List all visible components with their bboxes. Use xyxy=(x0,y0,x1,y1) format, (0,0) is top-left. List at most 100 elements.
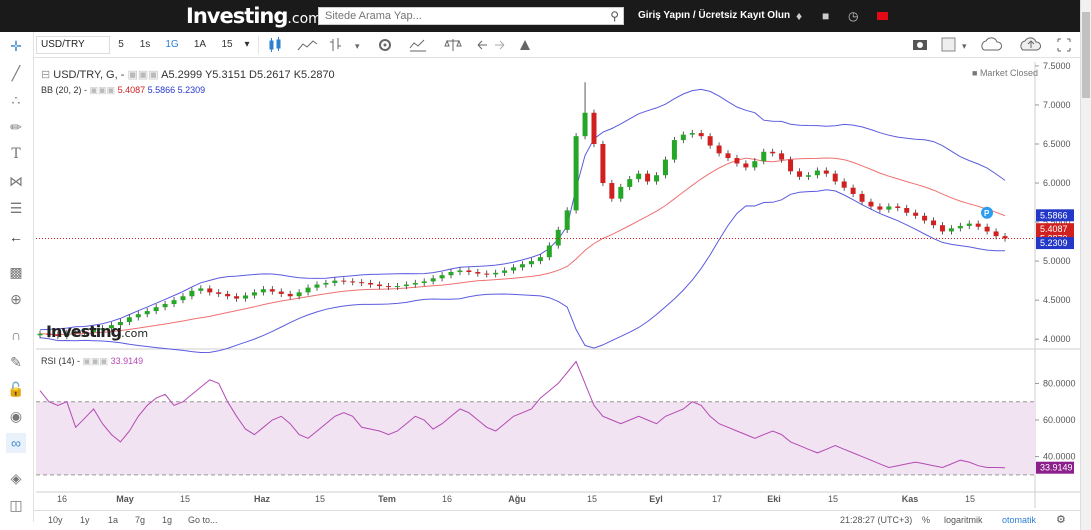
price-chart[interactable]: 7.5000 7.0000 6.5000 6.0000 5.5000 5.0000 4.50… xyxy=(0,0,1080,510)
goto-button[interactable]: Go to... xyxy=(188,515,218,525)
pivot-marker-icon xyxy=(981,206,993,219)
cloud-load-icon[interactable] xyxy=(981,37,1002,51)
bars-icon[interactable] xyxy=(330,38,341,51)
interval-15[interactable]: 15 xyxy=(221,39,233,50)
login-register-link[interactable]: Giriş Yapın / Ücretsiz Kayıt Olun xyxy=(638,10,791,21)
log-toggle[interactable]: logaritmik xyxy=(944,515,983,525)
candle-up xyxy=(135,314,141,318)
search-input[interactable] xyxy=(319,8,589,24)
range-7g[interactable]: 7g xyxy=(135,515,146,525)
search-icon[interactable]: ⚲ xyxy=(610,9,619,23)
chart-type-dropdown-icon[interactable]: ▾ xyxy=(355,41,360,51)
candle-down xyxy=(877,206,883,210)
candle-up xyxy=(180,296,186,301)
cloud-save-icon[interactable] xyxy=(1020,37,1041,51)
candle-up xyxy=(546,245,552,258)
text-tool-icon[interactable]: T xyxy=(11,146,21,162)
candle-down xyxy=(207,288,213,293)
candle-down xyxy=(225,293,231,297)
fibonacci-icon[interactable]: ☰ xyxy=(9,200,23,216)
turkey-flag-icon[interactable] xyxy=(877,12,888,20)
layers-icon[interactable]: ◈ xyxy=(10,470,22,486)
layout-icon[interactable]: ▾ xyxy=(941,37,967,52)
crosshair-icon[interactable]: ✛ xyxy=(10,38,22,54)
measure-icon[interactable]: ▩ xyxy=(9,264,23,280)
indicators-icon[interactable] xyxy=(409,39,426,52)
candle-down xyxy=(1002,236,1008,239)
portfolio-icon[interactable]: ■ xyxy=(822,9,830,23)
candle-up xyxy=(332,280,338,283)
time-axis-label: 16 xyxy=(442,494,452,504)
eye-icon[interactable]: ◉ xyxy=(9,408,23,424)
candle-up xyxy=(654,175,660,182)
trash-icon[interactable]: ◫ xyxy=(9,497,23,513)
candle-up xyxy=(618,186,624,199)
time-axis-label: Haz xyxy=(254,494,271,504)
time-axis-label: 15 xyxy=(965,494,975,504)
bb-legend-buttons-icon[interactable]: ▣▣▣ xyxy=(89,85,116,95)
magnet-icon[interactable]: ∩ xyxy=(10,327,22,343)
camera-icon[interactable] xyxy=(913,40,927,50)
legend-buttons-icon[interactable]: ▣▣▣ xyxy=(127,69,159,81)
scrollbar-thumb[interactable] xyxy=(1082,12,1090,98)
alert-icon[interactable] xyxy=(520,40,530,50)
link-icon[interactable]: ∞ xyxy=(6,433,26,453)
candle-up xyxy=(108,325,114,329)
lock-icon[interactable]: 🔓 xyxy=(7,381,25,397)
brush-icon[interactable]: ✏ xyxy=(10,119,22,135)
range-1y[interactable]: 1y xyxy=(80,515,90,525)
compare-icon[interactable] xyxy=(444,39,462,51)
logo-suffix: .com xyxy=(287,11,322,27)
interval-dropdown-icon[interactable]: ▾ xyxy=(244,39,250,50)
gear-icon[interactable] xyxy=(379,39,391,51)
investing-logo[interactable]: Investing.com xyxy=(186,4,322,28)
candles-icon[interactable] xyxy=(269,37,281,52)
bb-label: BB (20, 2) - xyxy=(41,85,88,95)
candle-up xyxy=(814,170,820,176)
range-1a[interactable]: 1a xyxy=(108,515,119,525)
auto-toggle[interactable]: otomatik xyxy=(1002,515,1037,525)
price-axis-badge-label: 5.2309 xyxy=(1040,238,1068,248)
range-1g[interactable]: 1g xyxy=(162,515,173,525)
bell-icon[interactable]: ♦ xyxy=(796,9,803,23)
range-10y[interactable]: 10y xyxy=(48,515,63,525)
rsi-legend-value: 33.9149 xyxy=(110,356,144,366)
area-chart-icon[interactable] xyxy=(297,40,318,51)
pattern-icon[interactable]: ⋈ xyxy=(9,173,23,189)
interval-1s[interactable]: 1s xyxy=(139,39,151,50)
candles xyxy=(37,82,1008,340)
rsi-axis-badge xyxy=(1036,461,1074,474)
collapse-icon[interactable]: ⊟ xyxy=(41,69,51,81)
interval-1a[interactable]: 1A xyxy=(193,39,207,50)
clock-icon[interactable]: ◷ xyxy=(848,9,859,23)
candle-up xyxy=(528,261,534,265)
percent-toggle[interactable]: % xyxy=(922,515,931,525)
back-arrow-icon[interactable]: ← xyxy=(9,229,23,245)
candle-up xyxy=(403,284,409,287)
settings-gear-icon[interactable]: ⚙ xyxy=(1056,514,1066,526)
time-axis-label: Eki xyxy=(767,494,781,504)
candle-down xyxy=(645,173,651,182)
symbol-input[interactable]: USD/TRY xyxy=(36,36,110,54)
candle-down xyxy=(466,270,472,273)
redo-icon[interactable] xyxy=(495,40,505,50)
candle-up xyxy=(260,289,266,293)
site-search: ⚲ xyxy=(318,7,624,25)
rsi-legend-buttons-icon[interactable]: ▣▣▣ xyxy=(82,356,109,366)
undo-icon[interactable] xyxy=(477,40,487,50)
trend-line-icon[interactable]: ╱ xyxy=(11,65,21,81)
interval-1g[interactable]: 1G xyxy=(165,39,179,50)
time-axis-label: 15 xyxy=(587,494,597,504)
fullscreen-icon[interactable] xyxy=(1057,38,1071,52)
candle-down xyxy=(82,331,88,333)
candle-up xyxy=(448,272,454,276)
interval-5[interactable]: 5 xyxy=(118,39,124,50)
pitchfork-icon[interactable]: ∴ xyxy=(11,92,21,108)
candle-up xyxy=(627,179,633,187)
rsi-axis-badge-label: 33.9149 xyxy=(1040,463,1073,473)
candle-up xyxy=(886,206,892,210)
zoom-in-icon[interactable]: ⊕ xyxy=(10,291,22,307)
candle-up xyxy=(761,151,767,162)
page-scrollbar[interactable] xyxy=(1080,0,1091,530)
lock-drawings-icon[interactable]: ✎ xyxy=(10,354,22,370)
